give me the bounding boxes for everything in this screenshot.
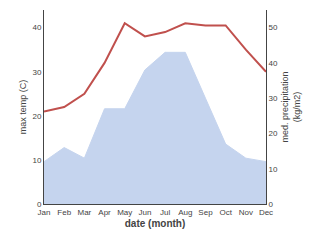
svg-text:Jul: Jul	[160, 208, 170, 217]
svg-text:10: 10	[269, 165, 278, 174]
svg-text:20: 20	[269, 129, 278, 138]
svg-text:40: 40	[32, 23, 41, 32]
svg-text:med. precipitation(kg/m2): med. precipitation(kg/m2)	[280, 71, 302, 142]
svg-text:Apr: Apr	[98, 208, 111, 217]
svg-text:Jun: Jun	[138, 208, 151, 217]
svg-text:Dec: Dec	[259, 208, 273, 217]
svg-text:50: 50	[269, 23, 278, 32]
svg-text:40: 40	[269, 59, 278, 68]
svg-text:May: May	[117, 208, 132, 217]
svg-text:30: 30	[32, 68, 41, 77]
svg-text:Sep: Sep	[198, 208, 213, 217]
svg-text:0: 0	[269, 200, 274, 209]
svg-text:Mar: Mar	[77, 208, 91, 217]
svg-text:Aug: Aug	[178, 208, 192, 217]
svg-text:20: 20	[32, 112, 41, 121]
svg-text:Feb: Feb	[57, 208, 71, 217]
svg-text:max temp (C): max temp (C)	[18, 80, 28, 135]
svg-text:10: 10	[32, 156, 41, 165]
svg-text:Nov: Nov	[239, 208, 253, 217]
svg-text:date (month): date (month)	[125, 218, 186, 229]
svg-text:30: 30	[269, 94, 278, 103]
svg-text:0: 0	[37, 200, 42, 209]
svg-text:Jan: Jan	[38, 208, 51, 217]
svg-text:Oct: Oct	[219, 208, 232, 217]
